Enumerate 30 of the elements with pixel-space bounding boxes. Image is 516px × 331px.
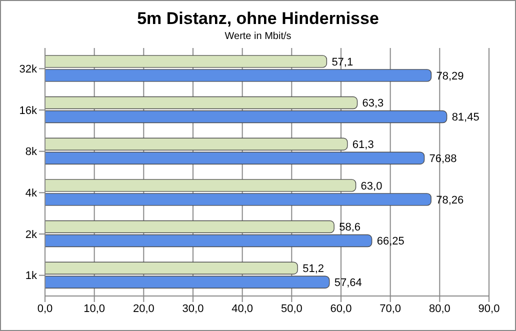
x-tick-label: 80,0 [428, 302, 450, 315]
data-label: 66,25 [376, 236, 404, 248]
y-tick-label: 16k [19, 104, 38, 117]
y-tick-label: 1k [25, 270, 38, 282]
x-tick-label: 40,0 [232, 302, 254, 315]
x-tick-label: 20,0 [132, 302, 154, 315]
data-label: 78,26 [436, 194, 464, 206]
data-label: 76,88 [429, 153, 457, 166]
data-label: 81,45 [452, 112, 480, 124]
y-tick-label: 4k [25, 188, 38, 200]
y-tick-label: 2k [25, 228, 38, 241]
chart-title: 5m Distanz, ohne Hindernisse [136, 9, 380, 29]
x-tick-label: 50,0 [280, 302, 302, 315]
y-tick-label: 8k [25, 146, 38, 158]
data-label: 57,64 [334, 277, 362, 290]
data-label: 63,3 [362, 98, 384, 110]
chart-subtitle: Werte in Mbit/s [224, 31, 292, 42]
data-label: 51,2 [302, 263, 324, 276]
x-tick-label: 70,0 [380, 302, 402, 315]
data-label: 63,0 [360, 180, 382, 192]
data-label: 58,6 [339, 222, 361, 234]
x-tick-label: 30,0 [182, 302, 204, 315]
x-tick-label: 0,0 [37, 302, 53, 315]
x-tick-label: 60,0 [330, 302, 352, 315]
x-tick-label: 10,0 [84, 302, 106, 315]
data-label: 57,1 [332, 56, 354, 68]
data-label: 61,3 [352, 139, 374, 152]
y-tick-label: 32k [19, 64, 38, 76]
x-tick-label: 90,0 [478, 302, 500, 315]
data-label: 78,29 [436, 70, 464, 82]
